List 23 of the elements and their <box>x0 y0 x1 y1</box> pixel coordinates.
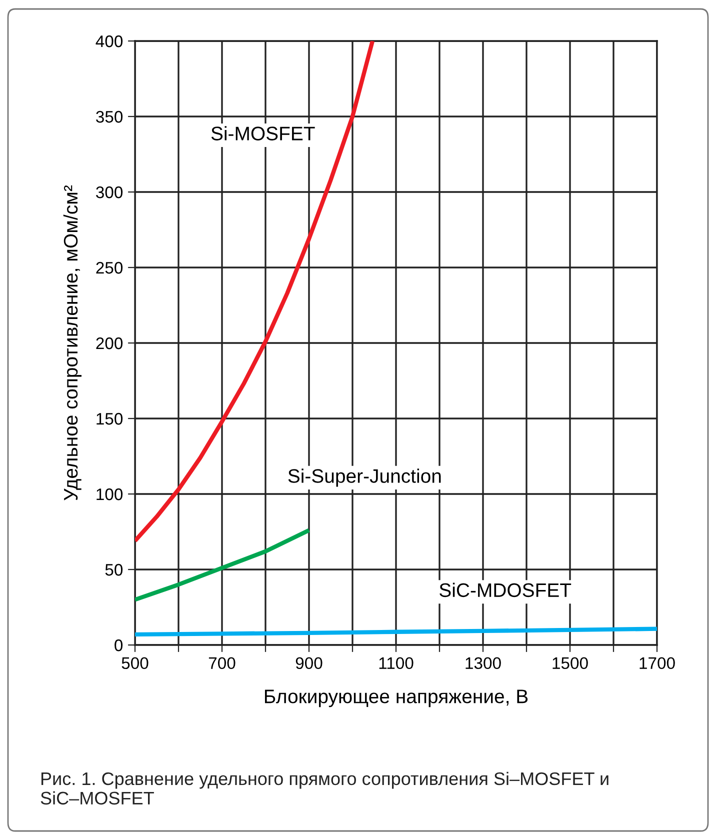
series-label: SiC-MDOSFET <box>440 582 572 598</box>
x-tick-label: 1700 <box>640 657 675 670</box>
x-tick-label: 1300 <box>466 657 501 670</box>
series-label: Si-MOSFET <box>211 126 315 140</box>
y-tick-label: 350 <box>96 110 123 123</box>
y-tick-label: 300 <box>96 186 123 198</box>
x-tick-label: 500 <box>122 657 148 670</box>
y-tick-label: 100 <box>96 488 123 500</box>
y-tick-label: 150 <box>96 412 123 425</box>
x-tick-label: 900 <box>296 657 322 670</box>
x-tick-label: 700 <box>208 657 236 670</box>
x-tick-label: 1500 <box>552 657 588 670</box>
line-series <box>135 528 312 602</box>
y-axis-title: Удельное сопротивление, мОм/см² <box>63 185 82 500</box>
y-tick-label: 400 <box>96 35 123 48</box>
y-tick-label: 0 <box>114 639 123 652</box>
text: Si-Super-Junction <box>288 468 441 487</box>
y-tick-label: 250 <box>96 262 123 274</box>
text: Рис. 1. Сравнение удельного прямого сопротивления Si–MOSFET и SiC–MOSFET <box>40 772 608 805</box>
y-tick-label: 200 <box>96 337 123 350</box>
y-tick-label: 50 <box>105 564 123 576</box>
x-tick-label: 1100 <box>379 657 414 670</box>
x-axis-title: Блокирующее напряжение, В <box>264 690 528 708</box>
